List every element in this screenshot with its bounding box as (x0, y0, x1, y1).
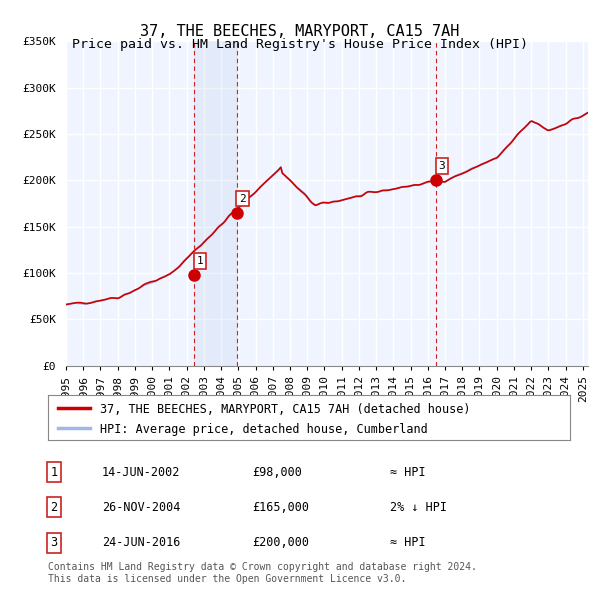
Text: 37, THE BEECHES, MARYPORT, CA15 7AH: 37, THE BEECHES, MARYPORT, CA15 7AH (140, 24, 460, 38)
Text: 2: 2 (50, 501, 58, 514)
Text: 1: 1 (197, 256, 203, 266)
Text: 3: 3 (50, 536, 58, 549)
Text: 2% ↓ HPI: 2% ↓ HPI (390, 501, 447, 514)
Text: 26-NOV-2004: 26-NOV-2004 (102, 501, 181, 514)
Text: £200,000: £200,000 (252, 536, 309, 549)
Text: 24-JUN-2016: 24-JUN-2016 (102, 536, 181, 549)
Text: ≈ HPI: ≈ HPI (390, 466, 425, 478)
Text: 2: 2 (239, 194, 246, 204)
Text: Price paid vs. HM Land Registry's House Price Index (HPI): Price paid vs. HM Land Registry's House … (72, 38, 528, 51)
Text: 3: 3 (439, 161, 445, 171)
Text: £98,000: £98,000 (252, 466, 302, 478)
Text: ≈ HPI: ≈ HPI (390, 536, 425, 549)
Bar (194, 41, 236, 366)
Text: 14-JUN-2002: 14-JUN-2002 (102, 466, 181, 478)
Text: £165,000: £165,000 (252, 501, 309, 514)
Text: HPI: Average price, detached house, Cumberland: HPI: Average price, detached house, Cumb… (100, 423, 428, 437)
Text: Contains HM Land Registry data © Crown copyright and database right 2024.
This d: Contains HM Land Registry data © Crown c… (48, 562, 477, 584)
Text: 37, THE BEECHES, MARYPORT, CA15 7AH (detached house): 37, THE BEECHES, MARYPORT, CA15 7AH (det… (100, 403, 471, 416)
Text: 1: 1 (50, 466, 58, 478)
